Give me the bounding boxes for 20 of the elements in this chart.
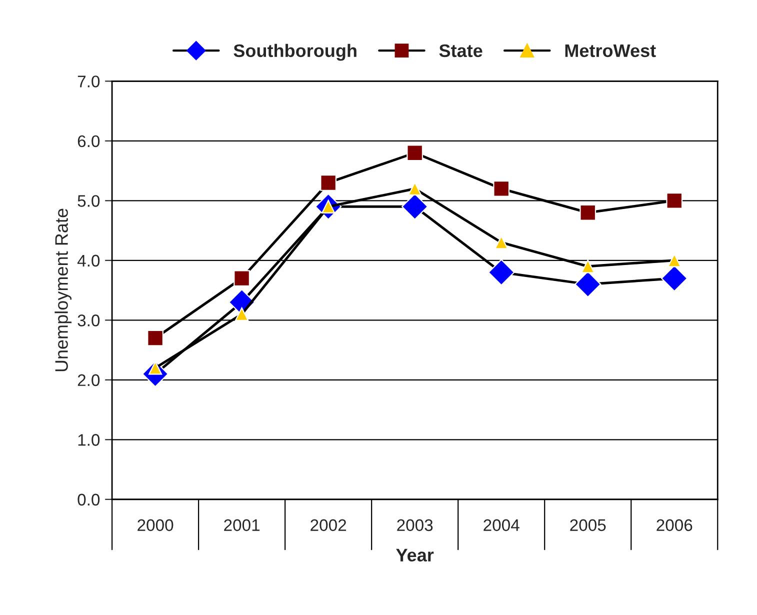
y-tick-label: 4.0 (77, 254, 100, 267)
x-tick-label: 2001 (224, 519, 260, 532)
x-tick-label: 2000 (138, 519, 174, 532)
y-tick-label: 7.0 (78, 76, 100, 88)
x-axis-title: Year (396, 548, 434, 562)
y-tick-label: 6.0 (78, 135, 100, 148)
x-tick-label: 2005 (570, 519, 606, 532)
legend-label: MetroWest (565, 44, 656, 58)
x-tick-label: 2002 (310, 519, 346, 532)
x-tick-label: 2006 (656, 519, 692, 532)
y-tick-label: 5.0 (78, 195, 100, 207)
x-tick-label: 2004 (484, 519, 520, 532)
y-tick-label: 1.0 (78, 434, 100, 446)
y-tick-label: 2.0 (78, 374, 100, 386)
legend-label: Southborough (234, 44, 356, 61)
y-axis-title: Unemployment Rate (54, 208, 72, 372)
y-tick-label: 0.0 (78, 494, 100, 506)
legend-label: State (439, 44, 482, 58)
x-tick-label: 2003 (397, 519, 433, 532)
y-tick-label: 3.0 (78, 314, 100, 326)
